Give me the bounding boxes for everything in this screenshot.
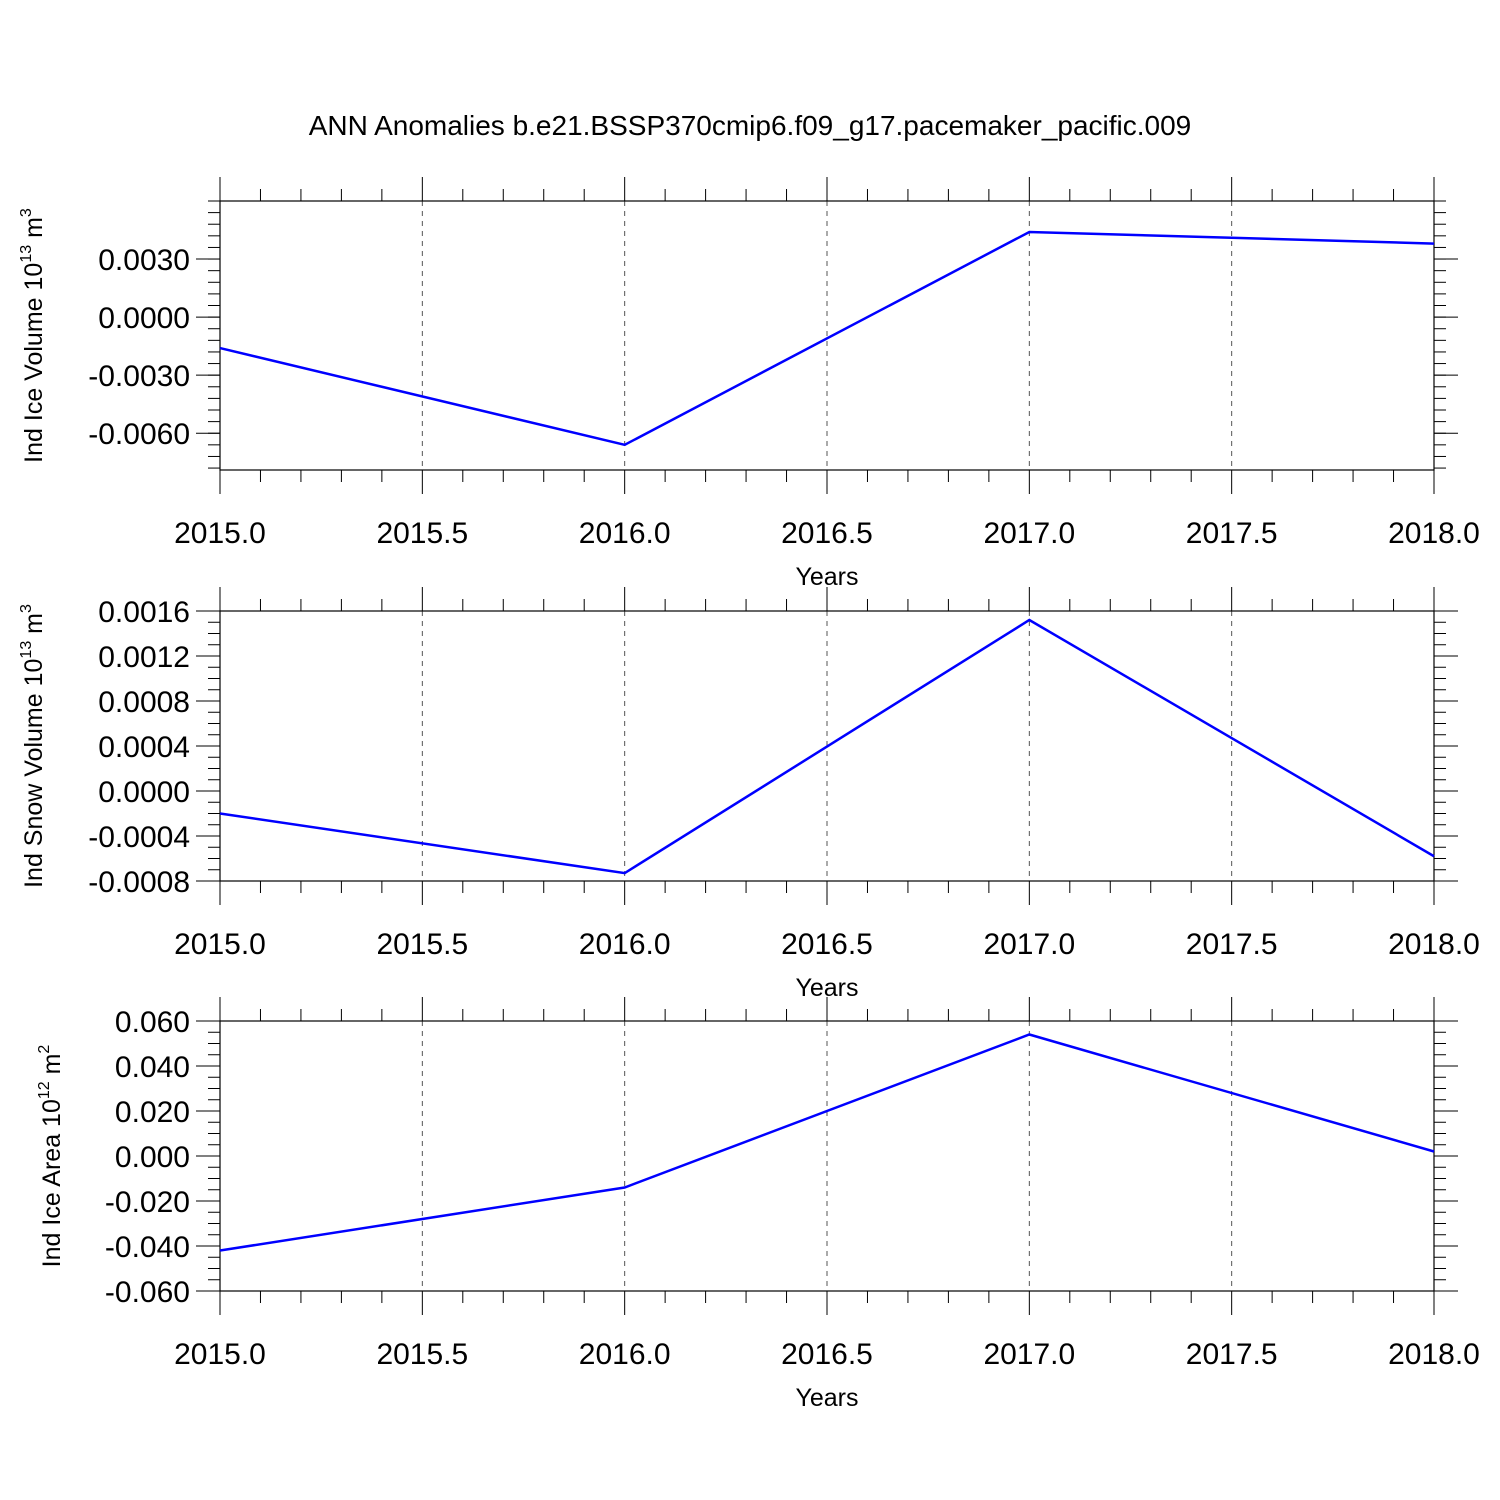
y-axis-title: Ind Ice Volume 1013 m3	[18, 208, 48, 463]
x-tick-label: 2017.0	[983, 1338, 1075, 1371]
y-tick-label: -0.0060	[88, 418, 190, 451]
series-line	[219, 618, 1435, 875]
x-tick-label: 2018.0	[1388, 517, 1480, 550]
series-line	[219, 230, 1435, 447]
y-tick-label: -0.020	[105, 1186, 190, 1219]
x-tick-label: 2016.5	[781, 517, 873, 550]
panel-3: 0.060 0.040 0.020 0.000 -0.020 -0.040 -0.060 20…	[36, 997, 1480, 1412]
chart-title: ANN Anomalies b.e21.BSSP370cmip6.f09_g17…	[308, 110, 1192, 141]
y-tick-label: 0.060	[115, 1006, 190, 1039]
x-tick-label: 2015.5	[376, 1338, 468, 1371]
x-tick-label: 2017.0	[983, 928, 1075, 961]
y-axis-title: Ind Ice Area 1012 m2	[36, 1045, 66, 1268]
x-tick-label: 2015.5	[376, 517, 468, 550]
x-tick-label: 2017.0	[983, 517, 1075, 550]
x-tick-label: 2018.0	[1388, 1338, 1480, 1371]
x-tick-label: 2015.5	[376, 928, 468, 961]
x-tick-label: 2016.5	[781, 928, 873, 961]
x-axis-title: Years	[795, 1384, 858, 1412]
y-tick-label: 0.020	[115, 1096, 190, 1129]
y-tick-label: 0.0008	[98, 686, 190, 719]
x-tick-label: 2017.5	[1186, 928, 1278, 961]
x-tick-label: 2017.5	[1186, 517, 1278, 550]
y-tick-label: 0.0016	[98, 596, 190, 629]
series-line	[219, 1033, 1435, 1252]
x-tick-label: 2016.0	[579, 517, 671, 550]
y-tick-label: -0.0004	[88, 821, 190, 854]
x-tick-label: 2018.0	[1388, 928, 1480, 961]
y-tick-label: 0.0000	[98, 302, 190, 335]
y-tick-label: 0.040	[115, 1051, 190, 1084]
y-tick-label: -0.060	[105, 1276, 190, 1309]
y-tick-label: 0.0030	[98, 244, 190, 277]
y-tick-label: 0.0012	[98, 641, 190, 674]
x-axis-title: Years	[795, 563, 858, 591]
panel-2: 0.0016 0.0012 0.0008 0.0004 0.0000 -0.0004 -0.…	[18, 587, 1480, 1002]
y-tick-label: 0.0000	[98, 776, 190, 809]
x-tick-label: 2015.0	[174, 517, 266, 550]
x-tick-label: 2017.5	[1186, 1338, 1278, 1371]
y-tick-label: -0.0030	[88, 360, 190, 393]
x-tick-label: 2015.0	[174, 928, 266, 961]
y-tick-label: 0.0004	[98, 731, 190, 764]
x-tick-label: 2016.5	[781, 1338, 873, 1371]
y-axis-title: Ind Snow Volume 1013 m3	[18, 604, 48, 888]
x-tick-label: 2016.0	[579, 1338, 671, 1371]
y-tick-label: -0.040	[105, 1231, 190, 1264]
y-tick-label: -0.0008	[88, 866, 190, 899]
x-tick-label: 2016.0	[579, 928, 671, 961]
panel-1: 0.0030 0.0000 -0.0030 -0.0060 2015.0 2015.5 20…	[18, 177, 1480, 591]
x-tick-label: 2015.0	[174, 1338, 266, 1371]
y-tick-label: 0.000	[115, 1141, 190, 1174]
